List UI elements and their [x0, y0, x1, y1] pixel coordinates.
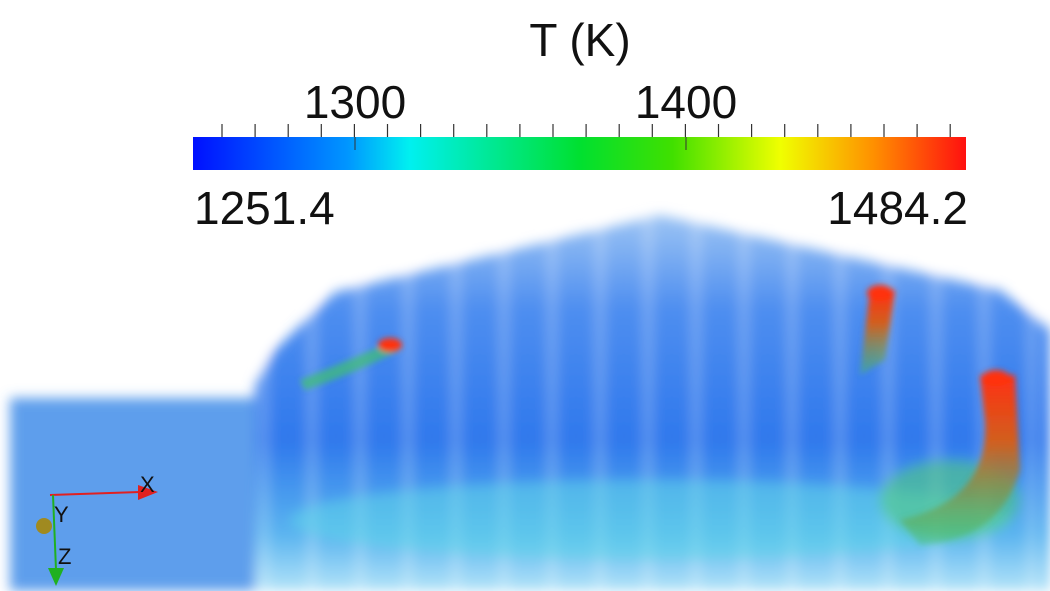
orientation-axes: X Y Z — [36, 472, 158, 586]
range-min-label: 1251.4 — [194, 182, 335, 234]
axis-label: X — [140, 472, 155, 497]
colorbar: T (K) 1300 1400 1251.4 1484.2 — [193, 14, 968, 234]
colorbar-ticks — [221, 124, 951, 137]
tick-label: 1400 — [635, 76, 737, 128]
tick-label: 1300 — [304, 76, 406, 128]
axis-label: Y — [54, 502, 69, 527]
volume-render — [10, 215, 1050, 591]
colorbar-ramp — [193, 137, 966, 170]
range-max-label: 1484.2 — [827, 182, 968, 234]
axis-label: Z — [58, 544, 71, 569]
colorbar-title: T (K) — [529, 14, 630, 66]
